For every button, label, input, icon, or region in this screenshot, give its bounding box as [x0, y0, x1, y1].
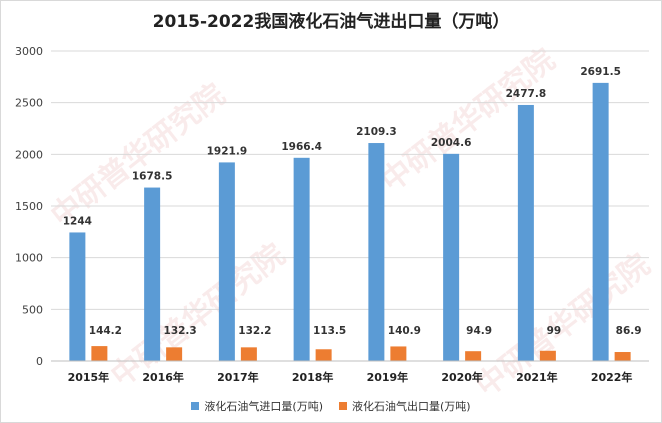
bar-export: [166, 347, 183, 361]
bar-import: [293, 157, 310, 361]
legend-swatch-import: [191, 402, 200, 410]
x-tick-label: 2021年: [516, 370, 558, 384]
bar-import: [592, 82, 609, 362]
x-tick-label: 2018年: [292, 370, 334, 384]
x-tick-label: 2015年: [68, 370, 110, 384]
data-label-import: 2691.5: [580, 66, 621, 78]
bar-export: [315, 349, 332, 361]
x-tick-label: 2016年: [142, 370, 184, 384]
bar-import: [517, 104, 534, 361]
data-label-import: 2109.3: [356, 126, 397, 138]
data-label-import: 1921.9: [207, 145, 248, 157]
x-tick-label: 2019年: [367, 370, 409, 384]
data-label-export: 140.9: [388, 325, 421, 337]
data-label-export: 94.9: [466, 325, 492, 337]
data-label-import: 2477.8: [506, 88, 547, 100]
data-label-import: 1244: [63, 215, 92, 227]
y-tick-label: 0: [36, 355, 43, 368]
data-label-export: 99: [547, 325, 562, 337]
legend-item-export: 液化石油气出口量(万吨): [339, 398, 471, 414]
data-label-import: 1678.5: [132, 171, 173, 183]
legend-label-import: 液化石油气进口量(万吨): [204, 400, 323, 413]
x-tick-label: 2017年: [217, 370, 259, 384]
bar-export: [240, 347, 257, 361]
data-label-export: 86.9: [616, 325, 642, 337]
x-tick-label: 2020年: [441, 370, 483, 384]
chart-title: 2015-2022我国液化石油气进出口量（万吨）: [152, 12, 510, 32]
legend-label-export: 液化石油气出口量(万吨): [352, 400, 471, 413]
y-tick-label: 2000: [15, 148, 43, 161]
bar-import: [218, 162, 235, 361]
data-label-import: 2004.6: [431, 137, 472, 149]
bar-import: [368, 143, 385, 361]
legend-item-import: 液化石油气进口量(万吨): [191, 398, 323, 414]
bar-export: [91, 346, 108, 361]
y-tick-label: 2500: [15, 97, 43, 110]
bar-export: [390, 346, 407, 361]
y-tick-label: 1500: [15, 200, 43, 213]
legend-swatch-export: [339, 402, 347, 410]
y-tick-label: 500: [22, 303, 43, 316]
bar-import: [443, 153, 460, 361]
data-label-export: 132.3: [164, 325, 197, 337]
bar-export: [614, 352, 631, 361]
bar-export: [539, 350, 556, 361]
y-tick-label: 1000: [15, 252, 43, 265]
bar-export: [465, 351, 482, 361]
data-label-import: 1966.4: [281, 141, 322, 153]
bar-import: [144, 187, 161, 361]
bar-import: [69, 232, 86, 361]
data-label-export: 144.2: [89, 325, 122, 337]
legend: 液化石油气进口量(万吨) 液化石油气出口量(万吨): [1, 398, 661, 414]
y-tick-label: 3000: [15, 45, 43, 58]
x-tick-label: 2022年: [591, 370, 633, 384]
data-label-export: 132.2: [238, 325, 271, 337]
data-label-export: 113.5: [313, 325, 346, 337]
